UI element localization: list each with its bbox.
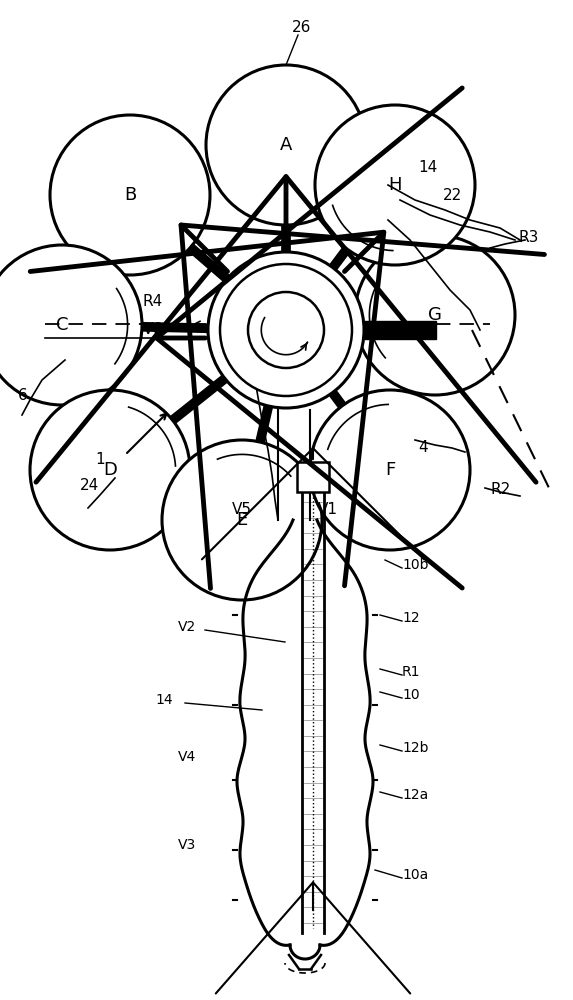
Text: V1: V1 (318, 502, 338, 518)
Text: 4: 4 (418, 440, 427, 456)
Text: 14: 14 (155, 693, 172, 707)
Circle shape (30, 390, 190, 550)
Text: R1: R1 (402, 665, 421, 679)
Text: E: E (237, 511, 248, 529)
Text: V6: V6 (143, 322, 163, 338)
Text: 12a: 12a (402, 788, 428, 802)
Bar (297, 462, 329, 492)
Text: R3: R3 (518, 231, 539, 245)
Text: 10: 10 (402, 688, 419, 702)
Text: 12: 12 (402, 611, 419, 625)
Circle shape (220, 264, 352, 396)
Text: 10b: 10b (402, 558, 429, 572)
Text: V3: V3 (178, 838, 196, 852)
Circle shape (208, 252, 364, 408)
Circle shape (162, 440, 322, 600)
Circle shape (0, 245, 142, 405)
Text: 14: 14 (418, 160, 437, 176)
Circle shape (206, 65, 366, 225)
Text: C: C (56, 316, 68, 334)
Text: B: B (124, 186, 136, 204)
Text: 24: 24 (80, 478, 99, 492)
Text: 12b: 12b (402, 741, 429, 755)
Text: D: D (103, 461, 117, 479)
Circle shape (355, 235, 515, 395)
Text: 10a: 10a (402, 868, 428, 882)
Circle shape (315, 105, 475, 265)
Circle shape (50, 115, 210, 275)
Circle shape (310, 390, 470, 550)
Text: 1: 1 (95, 452, 105, 468)
Text: H: H (388, 176, 402, 194)
Text: V4: V4 (178, 750, 196, 764)
Text: F: F (385, 461, 395, 479)
Text: 6: 6 (18, 387, 28, 402)
Text: 22: 22 (443, 188, 462, 204)
Text: V5: V5 (232, 502, 252, 518)
Bar (364, 321, 436, 339)
Text: R4: R4 (143, 294, 163, 310)
Text: V2: V2 (178, 620, 196, 634)
Text: R2: R2 (490, 483, 510, 497)
Text: 26: 26 (292, 20, 311, 35)
Text: A: A (280, 136, 292, 154)
Text: G: G (428, 306, 442, 324)
Circle shape (248, 292, 324, 368)
